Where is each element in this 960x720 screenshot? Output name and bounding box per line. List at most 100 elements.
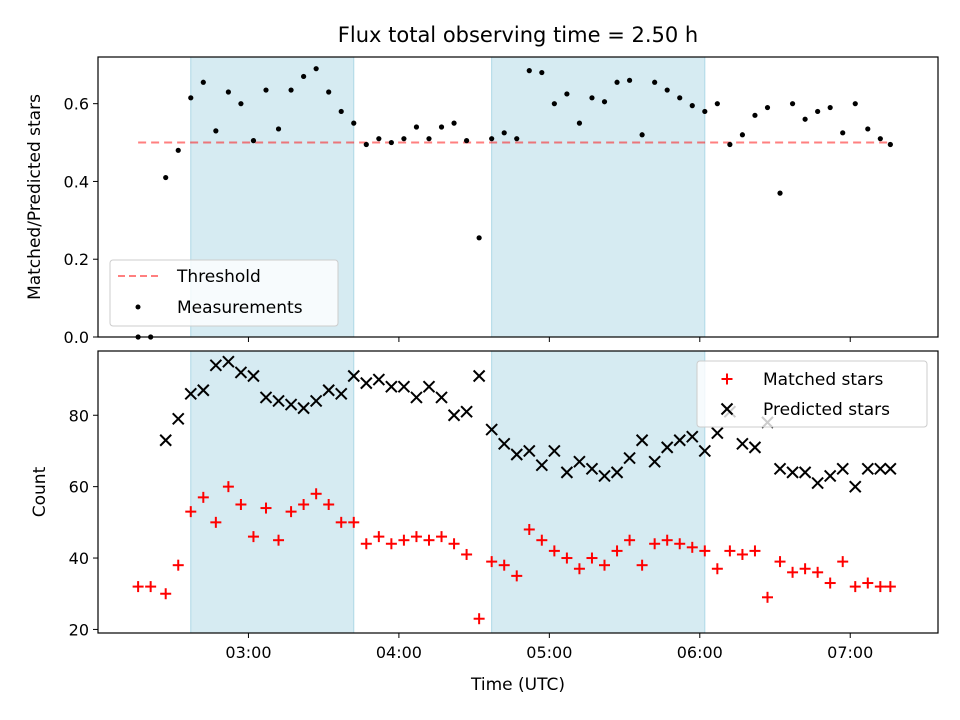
predicted-point xyxy=(209,359,223,372)
predicted-point xyxy=(736,437,749,451)
matched-point xyxy=(523,523,535,535)
predicted-point xyxy=(623,451,636,465)
measurement-point xyxy=(689,103,695,109)
matched-point xyxy=(761,591,773,603)
y-tick-label: 20 xyxy=(69,620,89,639)
measurement-point xyxy=(200,79,206,85)
measurement-point xyxy=(288,87,294,93)
predicted-point xyxy=(535,459,549,472)
observing-window-1 xyxy=(190,350,355,634)
measurement-point xyxy=(250,138,257,144)
measurement-point xyxy=(576,120,583,126)
matched-point xyxy=(473,613,485,625)
matched-point xyxy=(235,498,247,510)
measurement-point xyxy=(887,141,893,148)
predicted-point xyxy=(297,401,310,415)
legend-measurements-label: Measurements xyxy=(177,298,303,318)
bottom-panel: 20 40 60 80 03:00 04:00 05:00 06:00 07:00 Count… xyxy=(30,350,939,695)
predicted-point xyxy=(598,469,611,483)
matched-point xyxy=(874,581,886,593)
matched-point xyxy=(210,516,222,528)
bottom-legend-box xyxy=(696,360,928,428)
measurement-point xyxy=(764,104,771,111)
predicted-point xyxy=(460,405,473,418)
predicted-point xyxy=(472,369,486,383)
predicted-point xyxy=(748,441,762,454)
matched-point xyxy=(586,552,598,564)
measurement-point xyxy=(313,66,319,72)
measurement-point xyxy=(614,79,620,85)
matched-point xyxy=(736,548,748,560)
predicted-point xyxy=(823,469,837,483)
predicted-point xyxy=(660,441,674,454)
matched-point xyxy=(247,531,259,543)
predicted-point xyxy=(884,462,897,476)
measurement-point xyxy=(438,124,445,130)
matched-point xyxy=(799,563,811,575)
matched-point xyxy=(185,506,197,518)
measurement-point xyxy=(301,73,307,80)
matched-point xyxy=(862,577,874,589)
measurement-point xyxy=(626,77,633,83)
predicted-point xyxy=(347,369,360,383)
measurement-point xyxy=(739,132,746,138)
matched-point xyxy=(824,577,836,589)
predicted-point xyxy=(673,434,686,447)
predicted-point xyxy=(422,380,436,393)
matched-point xyxy=(486,556,498,568)
observing-window-2 xyxy=(491,56,706,338)
measurement-point xyxy=(551,101,557,107)
measurement-point xyxy=(865,126,871,132)
measurement-point xyxy=(852,101,858,107)
predicted-point xyxy=(234,366,248,379)
legend-measurements-swatch xyxy=(135,304,141,310)
measurement-points xyxy=(135,66,893,340)
top-legend: Threshold Measurements xyxy=(109,259,339,327)
matched-point xyxy=(348,516,360,528)
matched-point xyxy=(624,534,636,546)
y-tick-label: 0.4 xyxy=(64,172,89,191)
matched-point xyxy=(448,538,460,550)
measurement-point xyxy=(451,120,457,126)
matched-point xyxy=(197,491,209,503)
measurement-point xyxy=(702,108,708,115)
measurement-point xyxy=(664,87,670,93)
matched-point xyxy=(536,534,548,546)
matched-point xyxy=(849,581,861,593)
measurement-point xyxy=(476,235,482,241)
measurement-point xyxy=(275,126,282,132)
predicted-point xyxy=(410,391,423,404)
predicted-point xyxy=(861,462,874,476)
matched-point xyxy=(285,506,297,518)
predicted-point xyxy=(385,380,398,393)
measurement-point xyxy=(388,139,394,146)
predicted-point xyxy=(510,448,523,461)
bottom-observing-windows xyxy=(190,350,706,634)
measurement-point xyxy=(752,112,758,118)
measurement-point xyxy=(489,136,495,142)
matched-point xyxy=(398,534,410,546)
measurement-point xyxy=(514,136,520,142)
measurement-point xyxy=(188,95,194,101)
matched-point xyxy=(310,488,322,500)
predicted-point xyxy=(610,466,624,479)
predicted-point xyxy=(284,398,298,411)
top-legend-box xyxy=(109,259,339,327)
predicted-point xyxy=(485,423,498,436)
measurement-point xyxy=(601,99,608,105)
matched-point xyxy=(145,581,157,593)
matched-point xyxy=(787,566,799,578)
predicted-point xyxy=(272,394,285,408)
legend-cross-marker xyxy=(720,402,734,416)
measurement-point xyxy=(413,124,420,130)
matched-point xyxy=(686,541,698,553)
matched-point xyxy=(323,498,335,510)
predicted-point xyxy=(322,384,335,397)
matched-point xyxy=(498,559,510,571)
measurement-point xyxy=(376,136,382,142)
measurement-point xyxy=(802,116,808,122)
predicted-point xyxy=(247,369,260,383)
matched-point xyxy=(749,545,761,557)
measurement-point xyxy=(263,87,269,93)
measurement-point xyxy=(526,68,532,74)
